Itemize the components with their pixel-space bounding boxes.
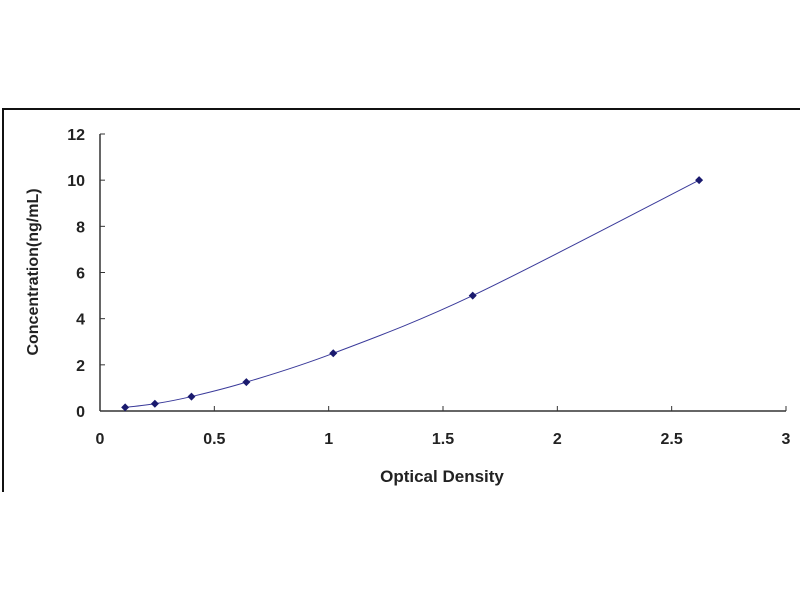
data-point xyxy=(187,392,196,401)
x-axis-label: Optical Density xyxy=(380,467,504,486)
fit-curve xyxy=(125,179,700,408)
x-tick-label: 1.5 xyxy=(432,431,454,448)
x-tick-label: 2.5 xyxy=(661,431,683,448)
y-tick-label: 2 xyxy=(76,358,85,375)
data-point xyxy=(468,291,477,300)
y-tick-label: 12 xyxy=(67,127,85,144)
data-point xyxy=(150,399,159,408)
data-point xyxy=(242,378,251,387)
x-tick-label: 3 xyxy=(782,431,791,448)
data-point xyxy=(695,176,704,185)
x-tick-label: 2 xyxy=(553,431,562,448)
y-tick-label: 10 xyxy=(67,173,85,190)
y-axis-label: Concentration(ng/mL) xyxy=(25,188,42,355)
data-point xyxy=(329,349,338,358)
chart-frame xyxy=(2,108,800,492)
x-tick-label: 0.5 xyxy=(203,431,225,448)
x-tick-label: 1 xyxy=(324,431,333,448)
x-tick-label: 0 xyxy=(96,431,105,448)
y-tick-label: 0 xyxy=(76,404,85,421)
y-tick-label: 8 xyxy=(76,219,85,236)
y-tick-label: 4 xyxy=(76,312,85,329)
data-point xyxy=(121,403,130,412)
y-tick-label: 6 xyxy=(76,266,85,283)
